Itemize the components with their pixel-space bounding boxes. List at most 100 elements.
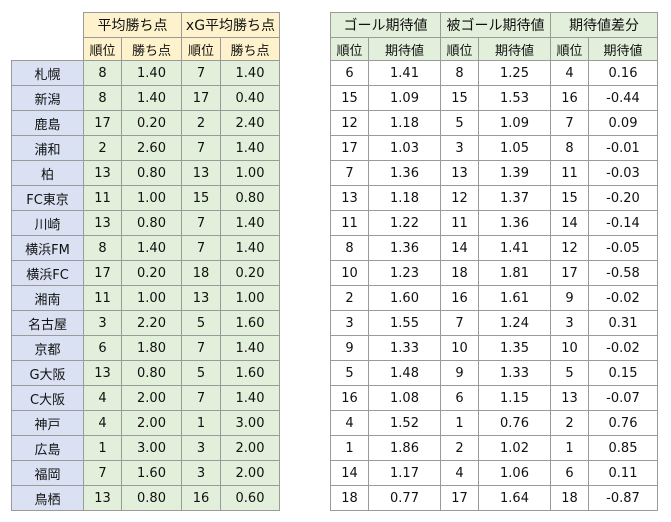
- conceded-rank-cell: 14: [440, 235, 479, 261]
- avg-rank-cell: 7: [83, 460, 122, 486]
- avg-rank-cell: 17: [83, 260, 122, 286]
- expectation-diff-header: 期待値差分: [550, 12, 658, 38]
- table-row: FC東京 11 1.00 15 0.80: [11, 185, 280, 211]
- conceded-rank-cell: 10: [440, 335, 479, 361]
- avg-points-header: 平均勝ち点: [83, 12, 182, 38]
- avg-points-cell: 1.40: [121, 60, 182, 86]
- table-row: 15 1.09 15 1.53 16 -0.44: [330, 85, 658, 111]
- diff-value-cell: -0.02: [588, 285, 658, 311]
- diff-value-cell: 0.85: [588, 435, 658, 461]
- xg-rank-cell: 5: [181, 310, 221, 336]
- table-row: 横浜FC 17 0.20 18 0.20: [11, 260, 280, 286]
- avg-points-cell: 2.00: [121, 385, 182, 411]
- goal-rank-cell: 3: [330, 310, 369, 336]
- xg-rank-cell: 7: [181, 135, 221, 161]
- diff-value-cell: 0.76: [588, 410, 658, 436]
- rank-header: 順位: [181, 37, 221, 61]
- goal-rank-cell: 16: [330, 385, 369, 411]
- xg-points-cell: 1.60: [220, 310, 280, 336]
- diff-rank-cell: 8: [550, 135, 589, 161]
- conceded-value-cell: 1.61: [478, 285, 551, 311]
- avg-points-cell: 1.80: [121, 335, 182, 361]
- goal-value-cell: 0.77: [368, 485, 441, 511]
- avg-points-cell: 0.80: [121, 160, 182, 186]
- avg-rank-cell: 13: [83, 210, 122, 236]
- conceded-expectation-header: 被ゴール期待値: [440, 12, 551, 38]
- diff-value-cell: -0.01: [588, 135, 658, 161]
- diff-rank-cell: 17: [550, 260, 589, 286]
- avg-rank-cell: 11: [83, 185, 122, 211]
- table-row: 8 1.36 14 1.41 12 -0.05: [330, 235, 658, 261]
- xg-rank-cell: 1: [181, 410, 221, 436]
- diff-value-cell: -0.14: [588, 210, 658, 236]
- xg-points-cell: 1.40: [220, 235, 280, 261]
- table-row: 17 1.03 3 1.05 8 -0.01: [330, 135, 658, 161]
- xg-rank-cell: 7: [181, 60, 221, 86]
- goal-rank-cell: 8: [330, 235, 369, 261]
- conceded-value-cell: 1.53: [478, 85, 551, 111]
- table-row: C大阪 4 2.00 7 1.40: [11, 385, 280, 411]
- goal-value-cell: 1.60: [368, 285, 441, 311]
- avg-rank-cell: 2: [83, 135, 122, 161]
- avg-points-cell: 0.80: [121, 210, 182, 236]
- avg-points-cell: 1.60: [121, 460, 182, 486]
- diff-value-cell: -0.20: [588, 185, 658, 211]
- avg-points-cell: 2.60: [121, 135, 182, 161]
- avg-points-cell: 0.20: [121, 260, 182, 286]
- diff-rank-cell: 18: [550, 485, 589, 511]
- team-name-cell: 新潟: [11, 85, 84, 111]
- team-name-cell: G大阪: [11, 360, 84, 386]
- rank-header: 順位: [550, 37, 589, 61]
- diff-rank-cell: 7: [550, 110, 589, 136]
- table-row: 14 1.17 4 1.06 6 0.11: [330, 460, 658, 486]
- avg-points-cell: 1.40: [121, 235, 182, 261]
- goal-value-cell: 1.55: [368, 310, 441, 336]
- goal-value-cell: 1.36: [368, 160, 441, 186]
- diff-rank-cell: 11: [550, 160, 589, 186]
- avg-rank-cell: 4: [83, 385, 122, 411]
- table-row: 名古屋 3 2.20 5 1.60: [11, 310, 280, 336]
- diff-value-cell: -0.05: [588, 235, 658, 261]
- team-name-cell: 札幌: [11, 60, 84, 86]
- xg-points-cell: 1.40: [220, 60, 280, 86]
- xg-rank-cell: 18: [181, 260, 221, 286]
- goal-value-cell: 1.41: [368, 60, 441, 86]
- avg-points-cell: 2.00: [121, 410, 182, 436]
- team-name-cell: 名古屋: [11, 310, 84, 336]
- table-row: 湘南 11 1.00 13 1.00: [11, 285, 280, 311]
- diff-value-cell: 0.31: [588, 310, 658, 336]
- conceded-value-cell: 1.64: [478, 485, 551, 511]
- diff-rank-cell: 1: [550, 435, 589, 461]
- team-name-cell: 鳥栖: [11, 485, 84, 511]
- goal-rank-cell: 10: [330, 260, 369, 286]
- table-row: 広島 1 3.00 3 2.00: [11, 435, 280, 461]
- goal-value-cell: 1.48: [368, 360, 441, 386]
- table-row: 16 1.08 6 1.15 13 -0.07: [330, 385, 658, 411]
- xg-rank-cell: 13: [181, 160, 221, 186]
- diff-rank-cell: 16: [550, 85, 589, 111]
- avg-points-cell: 3.00: [121, 435, 182, 461]
- goal-value-cell: 1.22: [368, 210, 441, 236]
- xg-rank-cell: 15: [181, 185, 221, 211]
- goal-value-cell: 1.09: [368, 85, 441, 111]
- xg-points-cell: 2.40: [220, 110, 280, 136]
- table-row: 13 1.18 12 1.37 15 -0.20: [330, 185, 658, 211]
- diff-rank-cell: 13: [550, 385, 589, 411]
- team-name-cell: 広島: [11, 435, 84, 461]
- avg-rank-cell: 3: [83, 310, 122, 336]
- conceded-rank-cell: 13: [440, 160, 479, 186]
- table-row: 京都 6 1.80 7 1.40: [11, 335, 280, 361]
- table-row: 3 1.55 7 1.24 3 0.31: [330, 310, 658, 336]
- xg-rank-cell: 7: [181, 210, 221, 236]
- goal-value-cell: 1.36: [368, 235, 441, 261]
- goal-rank-cell: 13: [330, 185, 369, 211]
- diff-rank-cell: 6: [550, 460, 589, 486]
- value-header: 期待値: [478, 37, 551, 61]
- xg-rank-cell: 3: [181, 435, 221, 461]
- xg-points-cell: 2.00: [220, 435, 280, 461]
- conceded-rank-cell: 6: [440, 385, 479, 411]
- avg-points-cell: 2.20: [121, 310, 182, 336]
- goal-rank-cell: 2: [330, 285, 369, 311]
- goal-rank-cell: 18: [330, 485, 369, 511]
- team-name-cell: 川崎: [11, 210, 84, 236]
